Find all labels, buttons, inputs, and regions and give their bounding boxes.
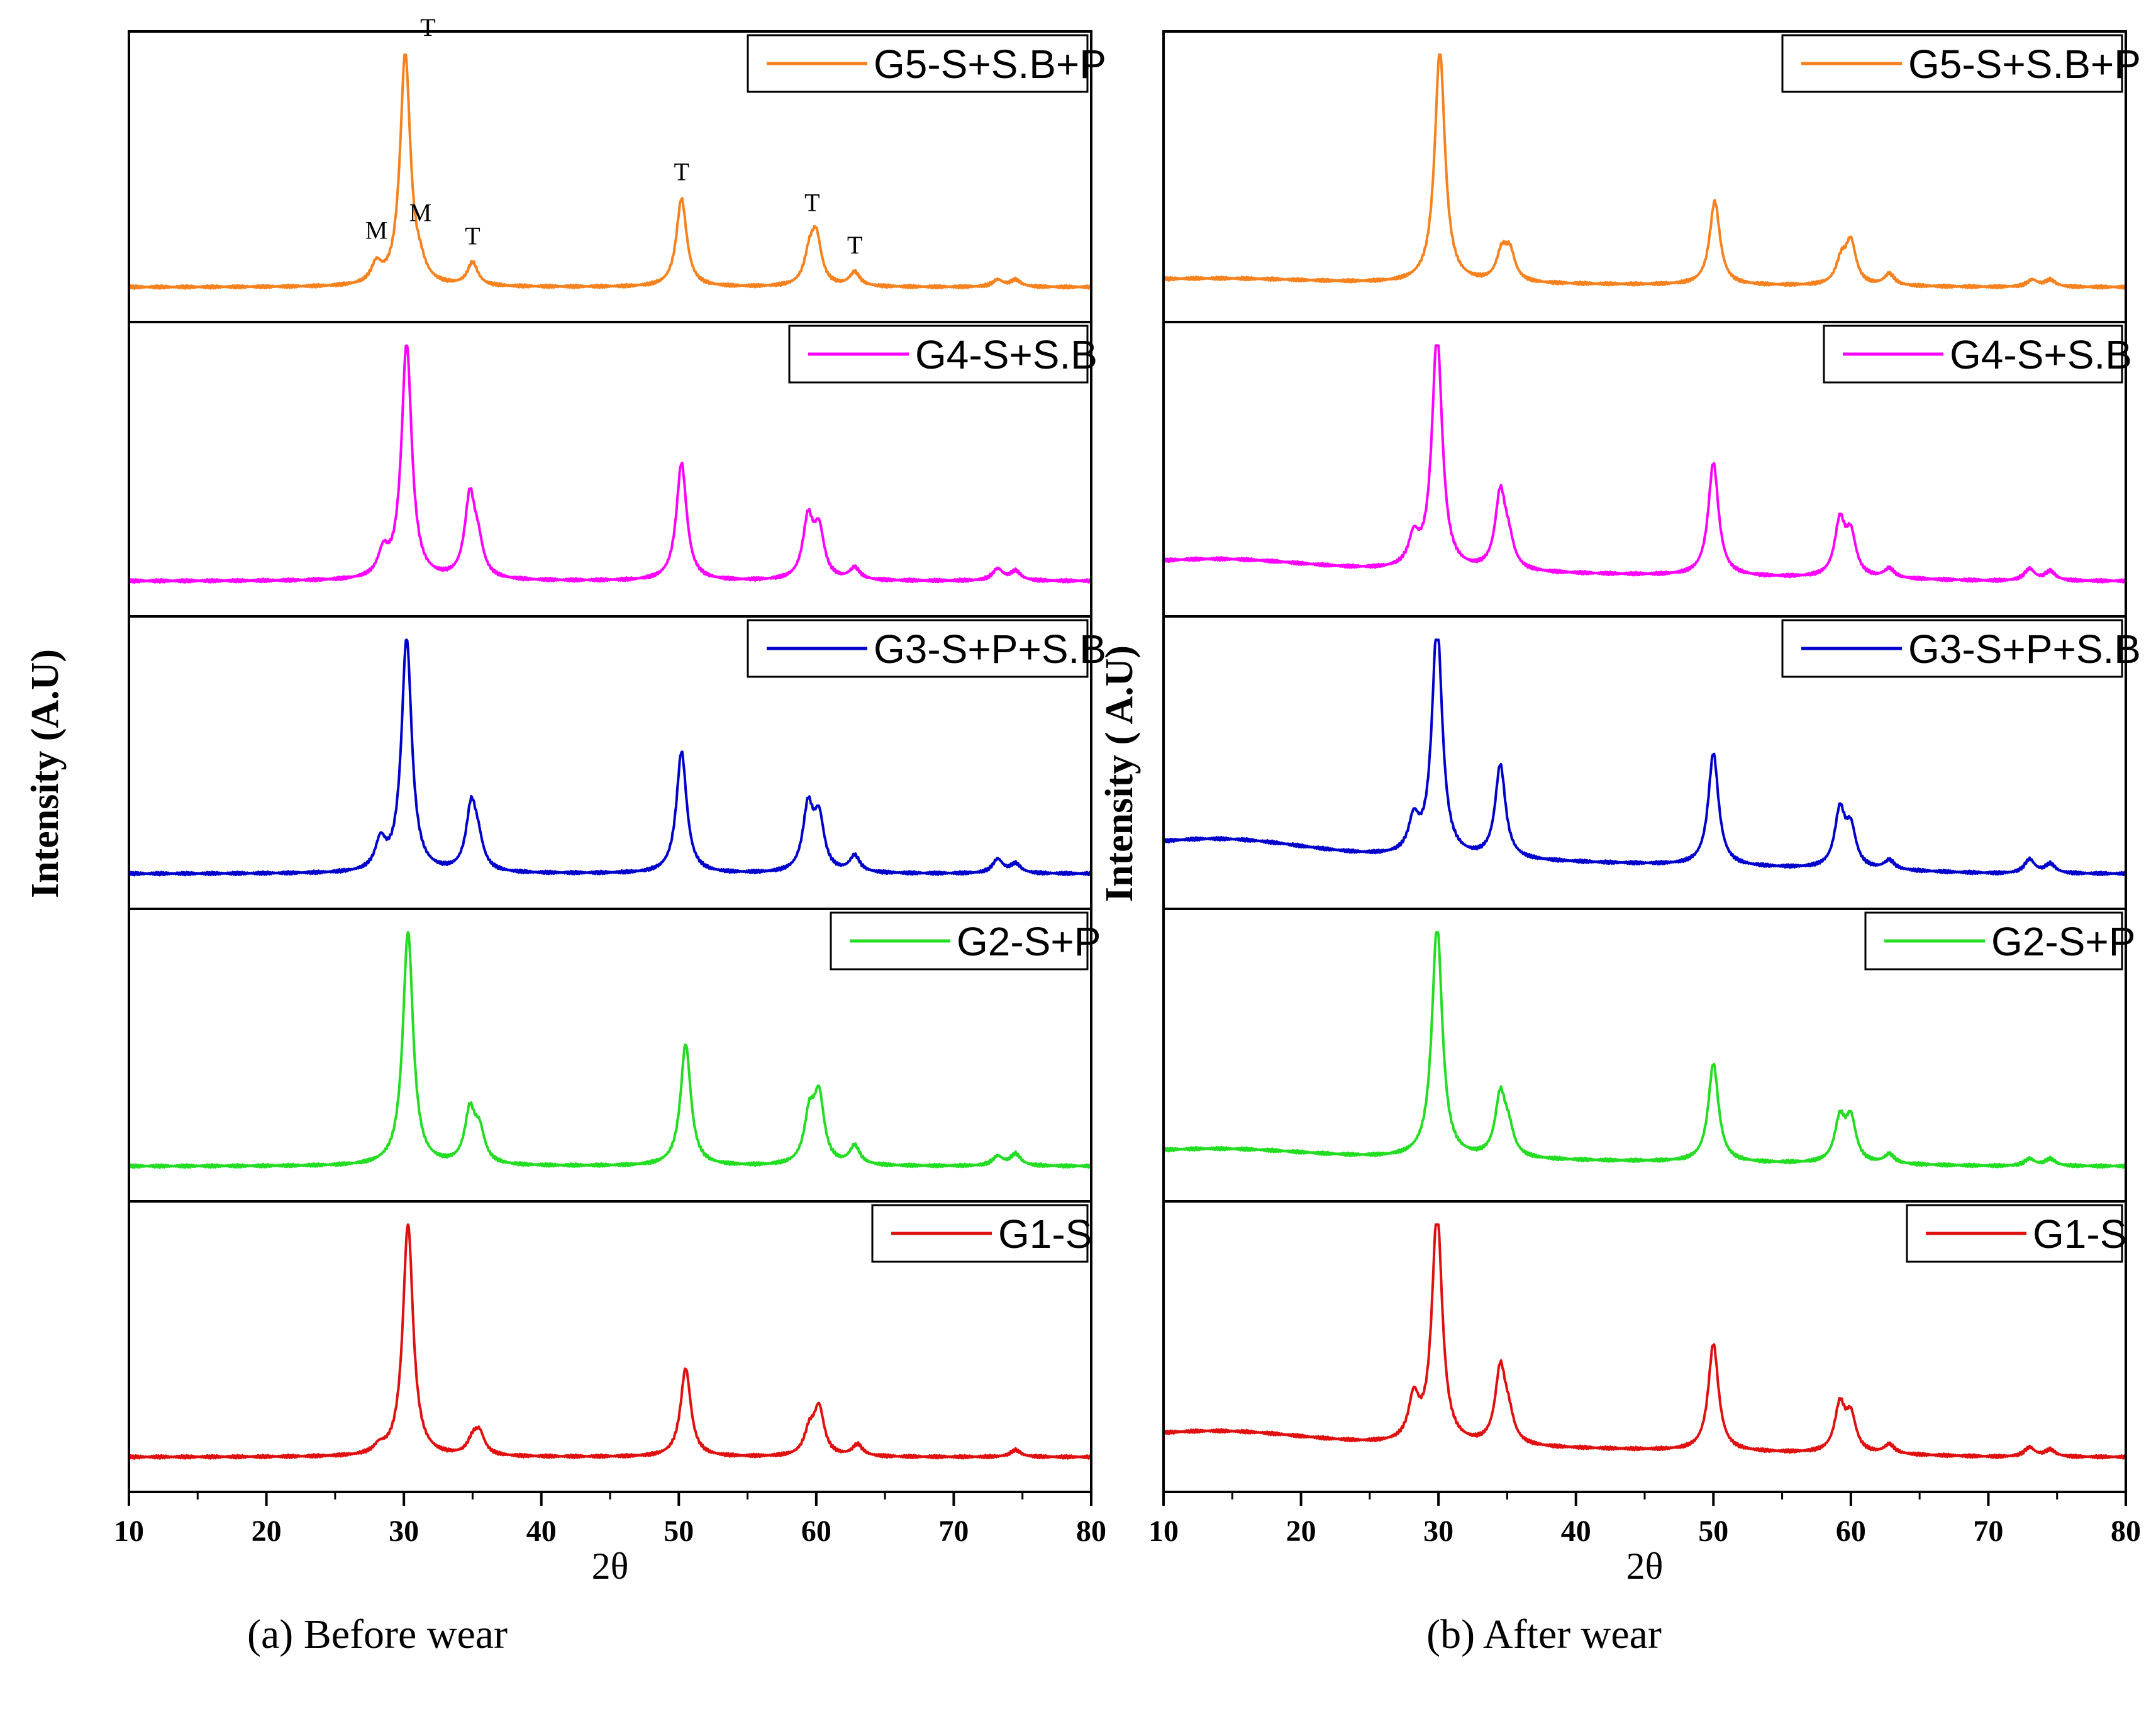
x-tick-label: 10 xyxy=(114,1515,144,1548)
panel-before-wear: G5-S+S.B+P G4-S+S.B G3-S+P+S.B G2-S+P G1-S T… xyxy=(24,13,1106,1657)
series-line xyxy=(1162,931,2127,1169)
legend-label: G1-S xyxy=(2033,1211,2126,1257)
legend-entry: G3-S+P+S.B xyxy=(747,619,1106,678)
legend-label: G2-S+P xyxy=(957,919,1101,964)
peak-annotation: T xyxy=(420,13,435,42)
x-axis-label: 2θ xyxy=(592,1545,629,1587)
peak-annotation: T xyxy=(847,231,862,259)
x-axis-label: 2θ xyxy=(1626,1545,1664,1587)
peak-annotation: T xyxy=(804,189,820,217)
x-tick-label: 40 xyxy=(1561,1515,1591,1548)
series-line xyxy=(128,53,1092,290)
x-tick-label: 50 xyxy=(664,1515,694,1548)
legend-label: G3-S+P+S.B xyxy=(874,626,1106,672)
legend-entry: G2-S+P xyxy=(830,911,1101,971)
legend-entry: G5-S+S.B+P xyxy=(1781,34,2141,93)
legend-entry: G4-S+S.B xyxy=(1823,325,2132,384)
y-axis-label: Intensity (A.U) xyxy=(24,649,67,898)
legend-entry: G4-S+S.B xyxy=(788,325,1097,384)
series-line xyxy=(1162,53,2127,290)
legend-label: G5-S+S.B+P xyxy=(1908,42,2141,87)
x-tick-label: 30 xyxy=(1423,1515,1453,1548)
x-tick-label: 60 xyxy=(1836,1515,1866,1548)
x-tick-label: 50 xyxy=(1698,1515,1728,1548)
peak-annotation: T xyxy=(465,221,480,250)
legend-label: G3-S+P+S.B xyxy=(1908,626,2141,672)
legend-label: G1-S xyxy=(998,1211,1092,1257)
legend-entry: G5-S+S.B+P xyxy=(747,34,1106,93)
series-line xyxy=(128,638,1092,877)
peak-annotation: T xyxy=(674,157,689,186)
series-line xyxy=(1162,638,2127,877)
legend-entry: G3-S+P+S.B xyxy=(1781,619,2141,678)
x-tick-label: 70 xyxy=(1973,1515,2003,1548)
legend-entry: G1-S xyxy=(1906,1204,2126,1263)
legend-label: G5-S+S.B+P xyxy=(874,42,1106,87)
legend-entry: G1-S xyxy=(871,1204,1092,1263)
x-tick-label: 40 xyxy=(526,1515,557,1548)
series-line xyxy=(128,931,1092,1169)
panel-caption: (b) After wear xyxy=(1426,1611,1662,1657)
x-tick-label: 20 xyxy=(1286,1515,1316,1548)
panel-after-wear: G5-S+S.B+P G4-S+S.B G3-S+P+S.B G2-S+P G1-S 1… xyxy=(1098,30,2141,1657)
legend-entry: G2-S+P xyxy=(1864,911,2135,971)
y-axis-label: Intensity ( A.U) xyxy=(1098,645,1141,902)
series-line xyxy=(1162,1223,2127,1460)
x-tick-label: 80 xyxy=(1076,1515,1106,1548)
legend-label: G4-S+S.B xyxy=(1950,332,2132,377)
x-tick-label: 70 xyxy=(938,1515,969,1548)
series-line xyxy=(128,344,1092,584)
series-line xyxy=(1162,344,2127,584)
x-tick-label: 80 xyxy=(2111,1515,2141,1548)
x-tick-label: 10 xyxy=(1148,1515,1179,1548)
panel-caption: (a) Before wear xyxy=(247,1611,508,1657)
peak-annotation: M xyxy=(409,199,432,227)
legend-label: G2-S+P xyxy=(1991,919,2135,964)
x-tick-label: 60 xyxy=(801,1515,831,1548)
x-tick-label: 20 xyxy=(252,1515,282,1548)
series-line xyxy=(128,1223,1092,1460)
peak-annotation: M xyxy=(365,216,388,245)
legend-label: G4-S+S.B xyxy=(915,332,1097,377)
x-tick-label: 30 xyxy=(389,1515,419,1548)
